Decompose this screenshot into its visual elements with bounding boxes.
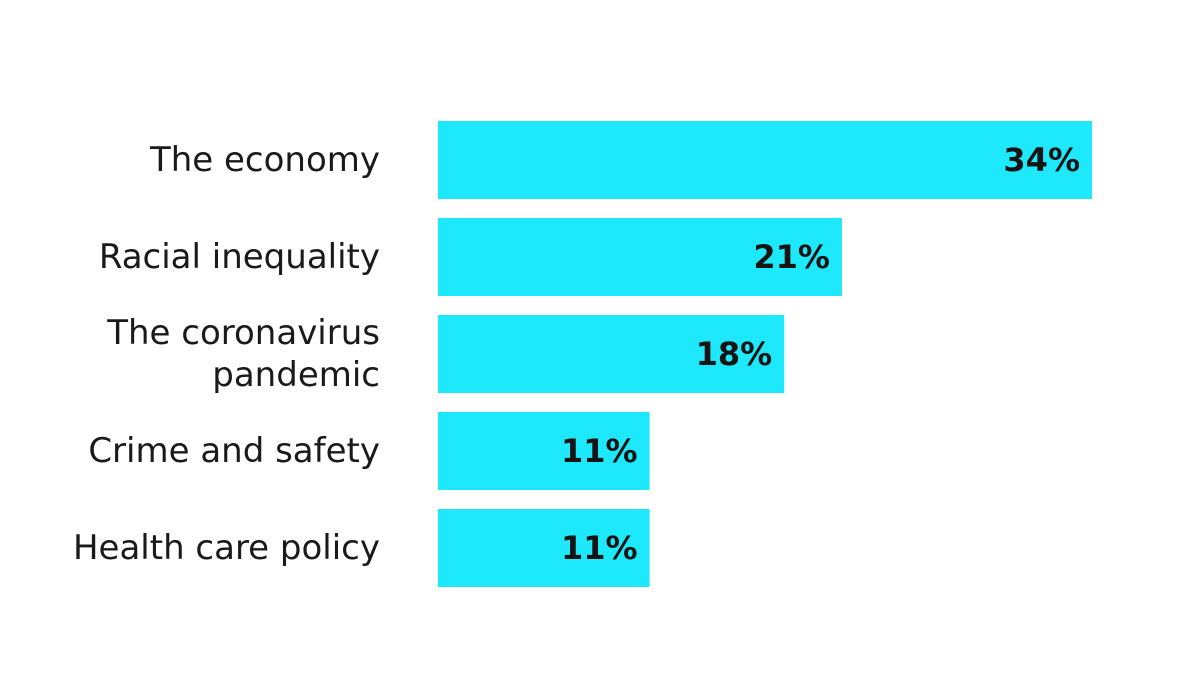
- bars-group: [438, 121, 1092, 587]
- category-label: Racial inequality: [99, 237, 380, 277]
- category-label: The coronavirus: [106, 313, 380, 353]
- bar-value-label: 18%: [696, 335, 773, 373]
- bar-value-label: 34%: [1003, 141, 1080, 179]
- value-labels-group: 34% 21% 18% 11% 11%: [561, 141, 1080, 567]
- bar: [438, 509, 650, 587]
- category-labels-group: The economy Racial inequality The coronavi…: [73, 140, 380, 568]
- bar: [438, 121, 1092, 199]
- bar-value-label: 11%: [561, 432, 638, 470]
- category-label: The economy: [149, 140, 380, 180]
- category-label: Crime and safety: [88, 431, 380, 471]
- bar: [438, 412, 650, 490]
- bar: [438, 218, 842, 296]
- category-label: Health care policy: [73, 528, 380, 568]
- category-label: pandemic: [212, 355, 380, 395]
- bar-value-label: 11%: [561, 529, 638, 567]
- bar: [438, 315, 785, 393]
- bar-value-label: 21%: [753, 238, 830, 276]
